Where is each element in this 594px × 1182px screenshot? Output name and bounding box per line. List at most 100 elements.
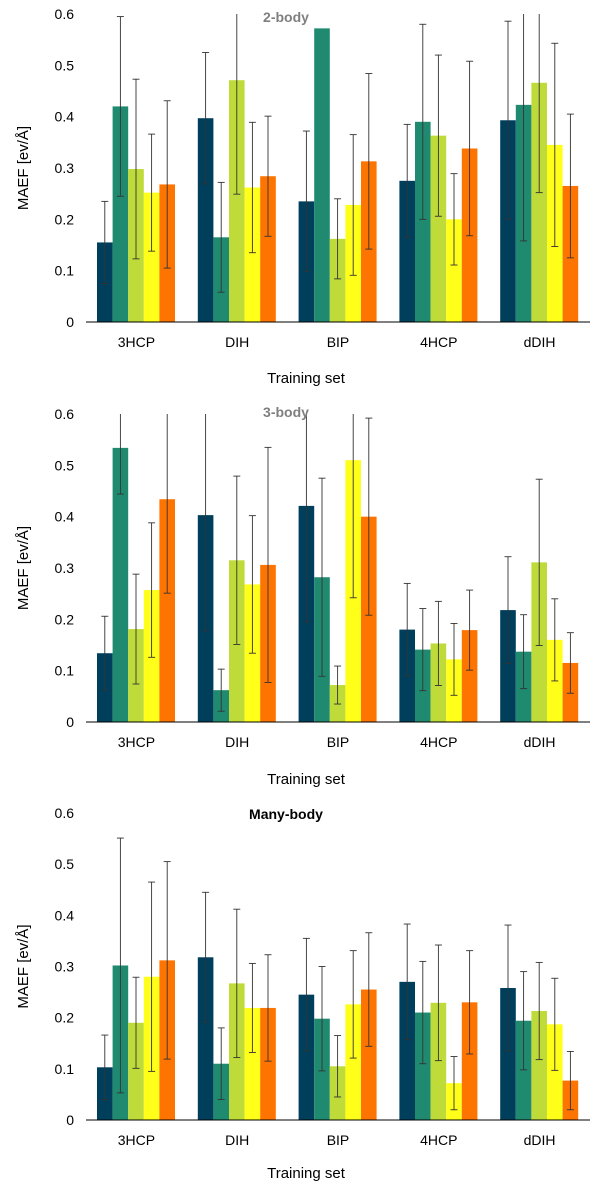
- y-tick-label: 0.4: [55, 509, 75, 525]
- error-bar: [403, 582, 411, 677]
- y-tick-label: 0.6: [55, 6, 75, 22]
- error-bar: [163, 861, 171, 1060]
- y-tick-label: 0.5: [55, 856, 75, 872]
- panel-title: Many-body: [249, 806, 323, 822]
- error-bar: [566, 113, 574, 259]
- error-bar: [116, 16, 124, 197]
- bar-layer: [97, 14, 579, 322]
- error-bar: [419, 23, 427, 220]
- error-bar: [302, 937, 310, 1052]
- bar: [500, 120, 516, 322]
- x-axis-title: Training set: [267, 370, 346, 387]
- error-bar: [566, 632, 574, 694]
- error-bar: [116, 414, 124, 495]
- x-tick-label: BIP: [327, 1132, 350, 1148]
- error-bar: [419, 960, 427, 1065]
- bar: [244, 187, 261, 322]
- error-bar: [163, 414, 171, 594]
- error-bar: [504, 924, 512, 1052]
- error-bar: [132, 976, 140, 1069]
- error-bar: [202, 414, 210, 632]
- error-bar: [217, 668, 225, 712]
- error-bar: [233, 14, 241, 195]
- error-bar: [101, 1034, 109, 1100]
- error-bar: [466, 950, 474, 1055]
- bar: [461, 630, 478, 722]
- y-tick-label: 0.2: [55, 211, 75, 227]
- bar: [260, 176, 276, 322]
- bar: [461, 1002, 478, 1120]
- error-bar: [504, 556, 512, 664]
- error-bar: [403, 123, 411, 238]
- error-bar: [233, 475, 241, 645]
- y-axis-title: MAEF [ev/Å]: [15, 526, 32, 610]
- bar: [229, 80, 245, 322]
- y-tick-label: 0.6: [55, 406, 75, 422]
- bar: [197, 118, 214, 322]
- x-tick-label: dDIH: [524, 334, 556, 350]
- bar: [128, 1022, 144, 1120]
- y-tick-label: 0.3: [55, 959, 75, 975]
- bar: [298, 994, 315, 1120]
- error-bar: [116, 837, 124, 1094]
- bar: [515, 1020, 532, 1120]
- error-bar: [535, 478, 543, 646]
- y-tick-label: 0.2: [55, 1010, 75, 1026]
- error-bar: [318, 966, 326, 1072]
- bar: [329, 238, 346, 322]
- error-bar: [202, 52, 210, 185]
- x-tick-label: DIH: [225, 334, 249, 350]
- bar: [345, 1004, 361, 1120]
- bar: [399, 981, 415, 1120]
- bar: [112, 106, 129, 322]
- error-bar: [318, 477, 326, 677]
- error-bar: [535, 14, 543, 194]
- bar: [260, 1007, 276, 1120]
- x-tick-label: dDIH: [524, 1132, 556, 1148]
- x-tick-label: 3HCP: [118, 1132, 155, 1148]
- y-tick-label: 0.5: [55, 457, 75, 473]
- bar: [361, 516, 377, 722]
- y-tick-label: 0.1: [55, 1061, 75, 1077]
- error-bar: [101, 615, 109, 691]
- error-bar: [466, 60, 474, 237]
- error-bar: [202, 891, 210, 1023]
- error-bar: [163, 100, 171, 269]
- error-bar: [434, 54, 442, 217]
- error-bar: [419, 608, 427, 692]
- y-tick-label: 0: [66, 314, 74, 330]
- y-axis-title: MAEF [ev/Å]: [15, 126, 32, 210]
- x-tick-label: 3HCP: [118, 334, 155, 350]
- bar: [314, 28, 330, 322]
- panel-title: 2-body: [263, 9, 309, 25]
- error-bar: [551, 42, 559, 247]
- error-bar: [520, 971, 528, 1071]
- bar: [244, 1007, 261, 1120]
- bar: [415, 121, 431, 322]
- x-tick-label: BIP: [327, 334, 350, 350]
- bar: [143, 192, 160, 322]
- x-tick-label: dDIH: [524, 734, 556, 750]
- x-tick-label: DIH: [225, 734, 249, 750]
- y-tick-label: 0.3: [55, 160, 75, 176]
- error-bar: [434, 944, 442, 1062]
- error-bar: [217, 1027, 225, 1100]
- panel-title: 3-body: [263, 404, 309, 420]
- error-bar: [349, 950, 357, 1059]
- error-bar: [450, 622, 458, 696]
- y-tick-label: 0.5: [55, 57, 75, 73]
- y-tick-label: 0.2: [55, 611, 75, 627]
- error-bar: [101, 200, 109, 284]
- y-tick-label: 0.3: [55, 560, 75, 576]
- y-tick-label: 0: [66, 714, 74, 730]
- error-bar: [365, 417, 373, 616]
- x-axis-title: Training set: [267, 1165, 346, 1182]
- error-bar: [365, 73, 373, 250]
- x-tick-label: 3HCP: [118, 734, 155, 750]
- error-bar: [566, 1050, 574, 1111]
- error-bar: [520, 614, 528, 690]
- bar: [446, 219, 462, 322]
- x-axis-title: Training set: [267, 771, 346, 788]
- y-tick-label: 0.1: [55, 263, 75, 279]
